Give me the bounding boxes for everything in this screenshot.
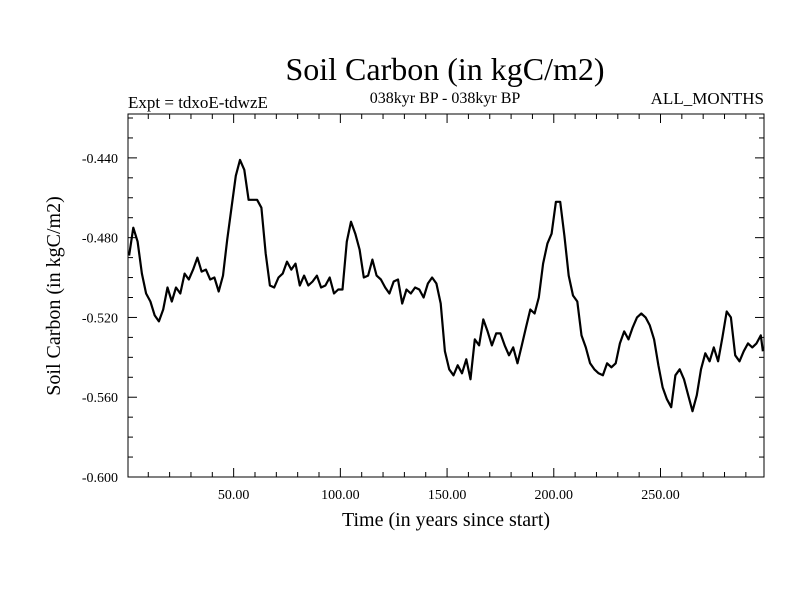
- y-tick-label: -0.440: [82, 152, 118, 167]
- chart-subtitle: 038kyr BP - 038kyr BP: [370, 90, 521, 107]
- experiment-label: Expt = tdxoE-tdwzE: [128, 93, 268, 112]
- x-tick-label: 200.00: [535, 488, 574, 503]
- x-tick-label: 50.00: [218, 488, 250, 503]
- plot-frame: [127, 113, 765, 478]
- x-tick-label: 250.00: [641, 488, 680, 503]
- y-tick-label: -0.600: [82, 471, 118, 486]
- x-axis-label: Time (in years since start): [342, 509, 550, 531]
- y-axis-label: Soil Carbon (in kgC/m2): [43, 196, 65, 395]
- series-line: [128, 158, 764, 413]
- y-tick-label: -0.480: [82, 232, 118, 247]
- x-tick-label: 150.00: [428, 488, 467, 503]
- axis-ticks: [128, 114, 764, 478]
- months-label: ALL_MONTHS: [651, 89, 764, 108]
- y-tick-labels: -0.440 -0.480 -0.520 -0.560 -0.600: [82, 152, 118, 486]
- y-tick-label: -0.520: [82, 311, 118, 326]
- y-tick-label: -0.560: [82, 391, 118, 406]
- chart-title: Soil Carbon (in kgC/m2): [285, 51, 604, 87]
- x-tick-label: 100.00: [321, 488, 360, 503]
- x-tick-labels: 50.00 100.00 150.00 200.00 250.00: [218, 488, 680, 503]
